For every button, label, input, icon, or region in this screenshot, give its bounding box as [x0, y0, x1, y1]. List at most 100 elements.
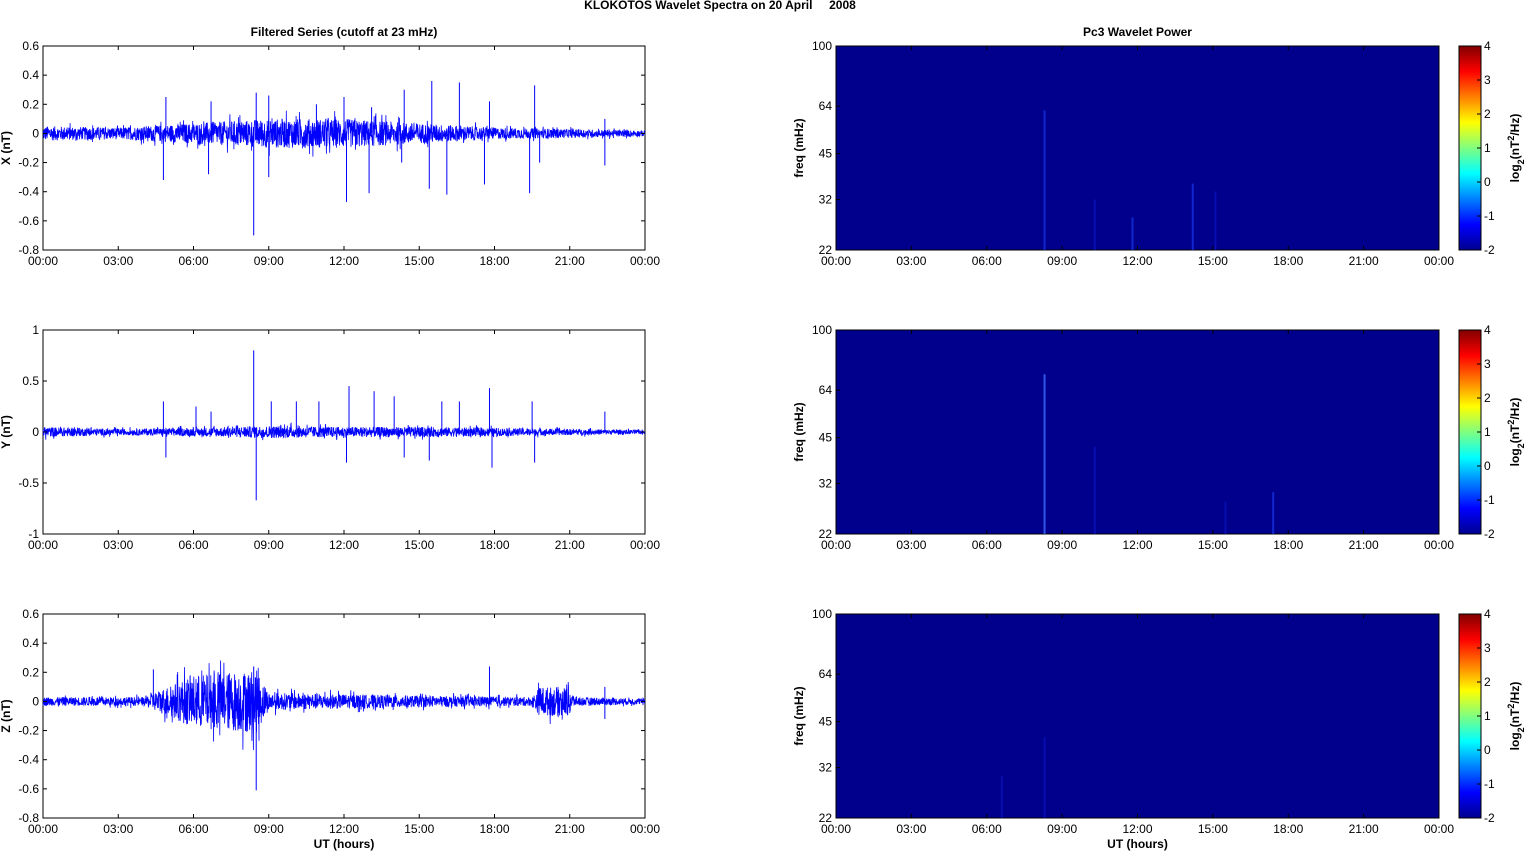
- y-tick-label: 1: [32, 323, 39, 337]
- colorbar-label: log2(nT2/Hz): [1506, 682, 1526, 751]
- x-tick-label: 18:00: [1273, 538, 1303, 552]
- y-tick-label: 32: [819, 761, 833, 775]
- x-tick-label: 00:00: [630, 254, 660, 268]
- colorbar-tick-label: -2: [1484, 243, 1495, 257]
- y-tick-label: 32: [819, 193, 833, 207]
- x-tick-label: 03:00: [103, 822, 133, 836]
- panel-title: Pc3 Wavelet Power: [1083, 25, 1192, 39]
- x-tick-label: 00:00: [28, 254, 58, 268]
- colorbar-tick-label: -2: [1484, 527, 1495, 541]
- x-tick-label: 15:00: [1198, 822, 1228, 836]
- y-tick-label: 100: [812, 607, 832, 621]
- signal-trace: [42, 660, 646, 751]
- colorbar-label-part: (nT: [1508, 140, 1522, 159]
- power-feature: [1191, 183, 1194, 250]
- x-tick-label: 09:00: [1047, 254, 1077, 268]
- y-axis-label: freq (mHz): [792, 118, 806, 177]
- colorbar-tick-label: 3: [1484, 641, 1491, 655]
- x-tick-label: 12:00: [329, 254, 359, 268]
- x-tick-label: 06:00: [178, 538, 208, 552]
- x-tick-label: 03:00: [103, 538, 133, 552]
- y-tick-label: 0.2: [22, 665, 39, 679]
- colorbar-label: log2(nT2/Hz): [1506, 114, 1526, 183]
- colorbar-label-part: (nT: [1508, 424, 1522, 443]
- x-tick-label: 21:00: [1349, 822, 1379, 836]
- y-tick-label: -0.2: [18, 156, 39, 170]
- y-tick-label: -1: [28, 527, 39, 541]
- x-axis-label: UT (hours): [314, 837, 375, 851]
- power-feature: [1093, 446, 1096, 534]
- y-tick-label: -0.6: [18, 214, 39, 228]
- y-tick-label: 64: [819, 667, 833, 681]
- y-tick-label: 0.5: [22, 374, 39, 388]
- spectrogram-area: [835, 45, 1440, 251]
- x-tick-label: 15:00: [404, 822, 434, 836]
- colorbar-label-part: 2: [1516, 159, 1526, 164]
- colorbar-label-part: 2: [1516, 727, 1526, 732]
- y-tick-label: 22: [819, 527, 833, 541]
- colorbar-tick-label: 0: [1484, 743, 1491, 757]
- y-tick-label: 64: [819, 383, 833, 397]
- x-tick-label: 09:00: [254, 822, 284, 836]
- x-tick-label: 00:00: [1424, 822, 1454, 836]
- x-tick-label: 03:00: [103, 254, 133, 268]
- x-tick-label: 00:00: [1424, 538, 1454, 552]
- y-tick-label: 100: [812, 323, 832, 337]
- colorbar-tick-label: 4: [1484, 607, 1491, 621]
- x-tick-label: 00:00: [821, 254, 851, 268]
- time-series-panel-y: 10.50-0.5-100:00 03:00 06:00 09:00 12:00 15:0…: [0, 323, 660, 552]
- y-tick-label: 22: [819, 811, 833, 825]
- y-tick-label: 45: [819, 147, 833, 161]
- x-tick-label: 00:00: [28, 538, 58, 552]
- colorbar-tick-label: -1: [1484, 493, 1495, 507]
- x-tick-label: 18:00: [1273, 822, 1303, 836]
- colorbar-tick-label: 4: [1484, 323, 1491, 337]
- y-tick-label: 0.2: [22, 97, 39, 111]
- x-tick-label: 12:00: [1122, 822, 1152, 836]
- y-axis-label: freq (mHz): [792, 402, 806, 461]
- y-tick-label: 100: [812, 39, 832, 53]
- x-tick-label: 03:00: [896, 822, 926, 836]
- y-tick-label: 0.4: [22, 68, 39, 82]
- x-tick-label: 21:00: [555, 822, 585, 836]
- y-tick-label: 0.6: [22, 39, 39, 53]
- colorbar-label-part: 2: [1506, 136, 1516, 141]
- x-tick-label: 06:00: [972, 254, 1002, 268]
- x-tick-label: 03:00: [896, 538, 926, 552]
- x-tick-label: 18:00: [479, 538, 509, 552]
- x-tick-label: 00:00: [630, 538, 660, 552]
- colorbar-tick-label: 3: [1484, 357, 1491, 371]
- power-feature: [1093, 199, 1096, 250]
- y-tick-label: 0.6: [22, 607, 39, 621]
- x-tick-label: 09:00: [1047, 822, 1077, 836]
- power-feature: [1043, 110, 1046, 251]
- x-tick-label: 12:00: [329, 822, 359, 836]
- plot-area: [42, 613, 646, 819]
- colorbar-tick-label: -1: [1484, 209, 1495, 223]
- y-tick-label: -0.8: [18, 243, 39, 257]
- x-tick-label: 06:00: [972, 538, 1002, 552]
- y-axis-label: Z (nT): [0, 699, 13, 732]
- spectrogram-area: [835, 613, 1440, 819]
- colorbar-tick-label: -2: [1484, 811, 1495, 825]
- colorbar-label-part: 2: [1506, 420, 1516, 425]
- colorbar-label-part: log: [1508, 164, 1522, 182]
- x-tick-label: 15:00: [1198, 538, 1228, 552]
- colorbar-tick-label: 1: [1484, 709, 1491, 723]
- y-tick-label: 22: [819, 243, 833, 257]
- x-tick-label: 00:00: [821, 538, 851, 552]
- y-tick-label: 0: [32, 126, 39, 140]
- y-tick-label: 32: [819, 477, 833, 491]
- x-tick-label: 12:00: [1122, 538, 1152, 552]
- x-tick-label: 00:00: [630, 822, 660, 836]
- colorbar-tick-label: 2: [1484, 675, 1491, 689]
- x-tick-label: 06:00: [972, 822, 1002, 836]
- power-feature: [1043, 374, 1046, 534]
